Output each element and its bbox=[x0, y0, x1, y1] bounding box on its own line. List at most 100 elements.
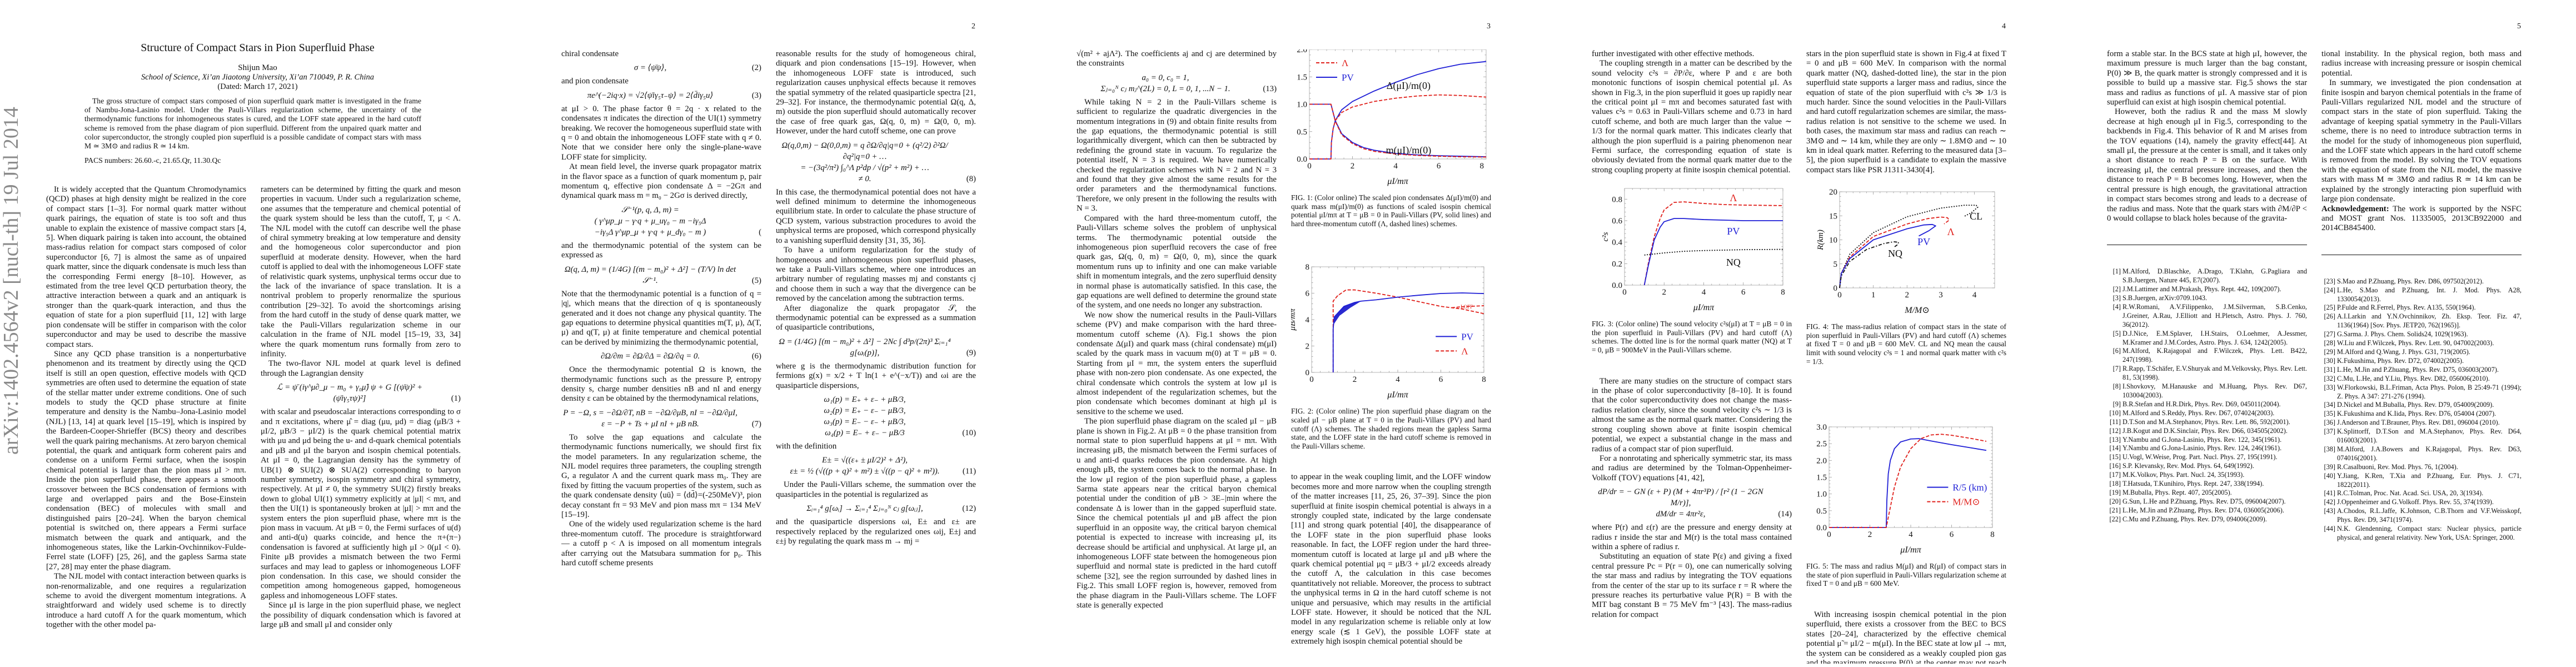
y-tick-label: 1.0 bbox=[1816, 490, 1827, 499]
paragraph: with the definition bbox=[776, 441, 837, 451]
equation-number: (12) bbox=[962, 504, 976, 514]
reference-item: [23] S.Mao and P.Zhuang, Phys. Rev. D86, … bbox=[2321, 277, 2522, 286]
y-tick-label: 0.5 bbox=[1816, 507, 1827, 516]
reference-text: B.R.Stefan and H.R.Dirk, Phys. Rev. D69,… bbox=[2122, 400, 2281, 408]
legend-label: PV bbox=[1342, 72, 1354, 83]
reference-number: [35] bbox=[2324, 410, 2336, 418]
x-axis-label: μI/mπ bbox=[1387, 390, 1408, 400]
reference-item: [18] T.Hatsuda, T.Kunihiro, Phys. Rept. 2… bbox=[2107, 480, 2307, 489]
paragraph: Under the Pauli-Villars scheme, the summ… bbox=[776, 480, 976, 499]
x-tick-label: 4 bbox=[1393, 162, 1398, 171]
chart-annotation: Δ(μI)/m(0) bbox=[1387, 80, 1431, 92]
equation-number: (7) bbox=[751, 419, 761, 429]
reference-item: [41] R.C.Tolman, Proc. Nat. Acad. Sci. US… bbox=[2321, 489, 2522, 498]
y-tick-label: 20 bbox=[1829, 188, 1837, 197]
equation-line: −iγ₅Δ γ^μp_μ + γ·q + μ_dγ₀ − m ) bbox=[594, 227, 706, 237]
reference-item: [40] Y.Jiang, K.Ren, T.Xia and P.Zhuang, … bbox=[2321, 472, 2522, 490]
abstract: The gross structure of compact stars com… bbox=[84, 97, 421, 151]
y-tick-label: 6 bbox=[1306, 290, 1310, 298]
x-axis-label: μI/mπ bbox=[1387, 177, 1408, 186]
equation-line: ε± = ½ (√((p + q)² + m²) ± √((p − q)² + … bbox=[790, 467, 940, 476]
reference-number: [18] bbox=[2109, 480, 2121, 488]
paragraph: chiral condensate bbox=[561, 49, 619, 58]
y-tick-label: 0.8 bbox=[1612, 196, 1622, 205]
series-line-2 bbox=[1839, 224, 1936, 288]
equation-line: dM/dr = 4πr²ε, bbox=[1656, 510, 1706, 519]
equation: P = −Ω, s = −∂Ω/∂T, nB = −∂Ω/∂μB, nI = −… bbox=[561, 407, 761, 430]
reference-number: [3] bbox=[2112, 294, 2121, 302]
y-tick-label: 1.5 bbox=[1297, 73, 1307, 82]
reference-text: I.Shovkovy, M.Hanauske and M.Huang, Phys… bbox=[2122, 382, 2307, 399]
y-tick-label: 4 bbox=[1306, 316, 1310, 325]
paragraph: To solve the gap equations and calculate… bbox=[561, 432, 761, 519]
paragraph: rameters can be determined by fitting th… bbox=[261, 185, 461, 359]
shaded-region-1 bbox=[1333, 301, 1362, 328]
author-name: Shijun Mao bbox=[238, 63, 277, 72]
y-tick-label: 2.0 bbox=[1297, 49, 1307, 54]
reference-text: M.Buballa, Phys. Rept. 407, 205(2005). bbox=[2122, 488, 2232, 496]
reference-text: M.K.Volkov, Phys. Part. Nucl. 24, 35(199… bbox=[2122, 471, 2245, 479]
paragraph: To have a uniform regularization for the… bbox=[776, 246, 976, 303]
reference-item: [16] S.P. Klevansky, Rev. Mod. Phys. 64, … bbox=[2107, 462, 2307, 471]
reference-text: A.Chodos, R.L.Jaffe, K.Johnson, C.B.Thor… bbox=[2337, 507, 2522, 524]
y-tick-label: 2.5 bbox=[1816, 440, 1827, 449]
equation-line: ω₁(p) = E₊ + ε₋ + μB/3, bbox=[824, 395, 906, 404]
reference-text: M.Alford, D.Blaschke, A.Drago, T.Klahn, … bbox=[2122, 267, 2307, 285]
reference-number: [30] bbox=[2324, 356, 2336, 365]
y-tick-label: 0.0 bbox=[1816, 524, 1827, 532]
reference-item: [43] A.Chodos, R.L.Jaffe, K.Johnson, C.B.… bbox=[2321, 507, 2522, 525]
reference-text: D.J.Nice, E.M.Splaver, I.H.Stairs, O.Loe… bbox=[2122, 329, 2307, 346]
reference-text: S.Mao and P.Zhuang, Phys. Rev. D86, 0975… bbox=[2337, 277, 2484, 285]
x-tick-label: 4 bbox=[1972, 291, 1977, 300]
paragraph: While taking N = 2 in the Pauli-Villars … bbox=[1077, 97, 1277, 213]
equation: 𝒮⁻¹(p, q, Δ, m) =( γ^μp_μ − γ·q + μ_uγ₀ … bbox=[561, 205, 761, 238]
equation-line: ≠ 0. bbox=[858, 174, 871, 183]
reference-number: [10] bbox=[2109, 409, 2121, 417]
reference-item: [14] Y.Nambu and G.Jona-Lasinio, Phys. Re… bbox=[2107, 444, 2307, 453]
x-tick-label: 2 bbox=[1662, 288, 1667, 297]
page-4: 4 further investigated with other effecti… bbox=[1546, 0, 2061, 667]
paragraph: In this case, the thermodynamical potent… bbox=[776, 187, 976, 245]
series-line-0 bbox=[1839, 205, 1979, 288]
left-column: chiral condensate σ = ⟨ψ̄ψ⟩, (2) and pion c… bbox=[561, 49, 761, 664]
equation-number: (11) bbox=[962, 467, 976, 476]
reference-text: U.Vogl, W.Weise, Prog. Part. Nucl. Phys.… bbox=[2122, 453, 2278, 461]
chart-annotation: PV bbox=[1917, 236, 1930, 247]
equation-line: P = −Ω, s = −∂Ω/∂T, nB = −∂Ω/∂μB, nI = −… bbox=[563, 408, 738, 417]
paragraph: However, both the radius R and the mass … bbox=[2107, 107, 2307, 223]
equation-line: Σᵢ₌₁⁴ g[ωᵢ] → Σᵢ₌₁⁴ Σⱼ₌₀ᴺ cⱼ g[ωᵢⱼ], bbox=[806, 504, 923, 514]
equation-line: a₀ = 0, c₀ = 1, bbox=[1142, 73, 1189, 82]
equation: πe^(−2iq·x) = √2⟨ψ̄iγ₅τ₋ψ⟩ = 2⟨d̄iγ₅u⟩ (3… bbox=[561, 90, 761, 101]
reference-number: [9] bbox=[2112, 400, 2121, 408]
paragraph: reasonable results for the study of homo… bbox=[776, 49, 976, 136]
paragraph: and pion condensate bbox=[561, 77, 629, 86]
reference-text: A.I.Larkin and Y.N.Ovchinnikov, Zh. Eksp… bbox=[2337, 312, 2522, 330]
paragraph: stars in the pion superfluid state is sh… bbox=[1806, 49, 2006, 175]
equation: ω₁(p) = E₊ + ε₋ + μB/3, ω₂(p) = E₊ − ε₋ −… bbox=[776, 394, 976, 439]
equation: Σᵢ₌₁⁴ g[ωᵢ] → Σᵢ₌₁⁴ Σⱼ₌₀ᴺ cⱼ g[ωᵢⱼ], (12) bbox=[776, 503, 976, 514]
figure-caption: FIG. 2: (Color online) The pion superflu… bbox=[1291, 407, 1491, 450]
figure-caption: FIG. 3: (Color online) The sound velocit… bbox=[1592, 320, 1792, 355]
figure-2-chart: 0 2 4 6 8 0 2 4 6 8 μI/mπ μB/mπ LOFF PV Λ bbox=[1291, 263, 1486, 400]
reference-number: [27] bbox=[2324, 330, 2336, 339]
figure-1: 0 2 4 6 8 0.0 0.5 1.0 1.5 2.0 μI/mπ Δ(μI)/m(0) m(μI)… bbox=[1291, 49, 1491, 191]
reference-number: [37] bbox=[2324, 427, 2336, 436]
chart-annotation: CL bbox=[1970, 211, 1982, 222]
legend-label: R/5 (km) bbox=[1952, 482, 1987, 493]
figure-4-chart: 0 1 2 3 4 0 5 10 15 20 M/M⊙ R(km) CL Λ PV NQ bbox=[1816, 188, 1995, 315]
chart-annotation: PV bbox=[1727, 226, 1740, 237]
series-line-2 bbox=[1644, 249, 1783, 256]
reference-text: L.He, M.Jin and P.Zhuang, Phys. Rev. D75… bbox=[2337, 365, 2499, 374]
reference-item: [1] M.Alford, D.Blaschke, A.Drago, T.Klah… bbox=[2107, 267, 2307, 285]
x-tick-label: 3 bbox=[1939, 291, 1943, 300]
equation: Ω(q,0,m) − Ω(0,0,m) = q ∂Ω/∂q|q=0 + (q²/… bbox=[776, 140, 976, 185]
reference-item: [5] D.J.Nice, E.M.Splaver, I.H.Stairs, O.… bbox=[2107, 330, 2307, 347]
figure-3: 0 2 4 6 8 0.0 0.2 0.4 0.6 0.8 μI/mπ c²s Λ PV NQ bbox=[1592, 175, 1792, 317]
left-column: form a stable star. In the BCS state at … bbox=[2107, 49, 2307, 664]
plot-frame bbox=[1828, 426, 1993, 528]
reference-item: [15] U.Vogl, W.Weise, Prog. Part. Nucl. P… bbox=[2107, 453, 2307, 462]
reference-item: [10] M.Alford and S.Reddy, Phys. Rev. D67… bbox=[2107, 409, 2307, 418]
reference-number: [22] bbox=[2109, 515, 2121, 523]
reference-item: [32] C.Mu, L.He, and Y.Liu, Phys. Rev. D8… bbox=[2321, 375, 2522, 384]
equation-number: (6) bbox=[751, 352, 761, 361]
